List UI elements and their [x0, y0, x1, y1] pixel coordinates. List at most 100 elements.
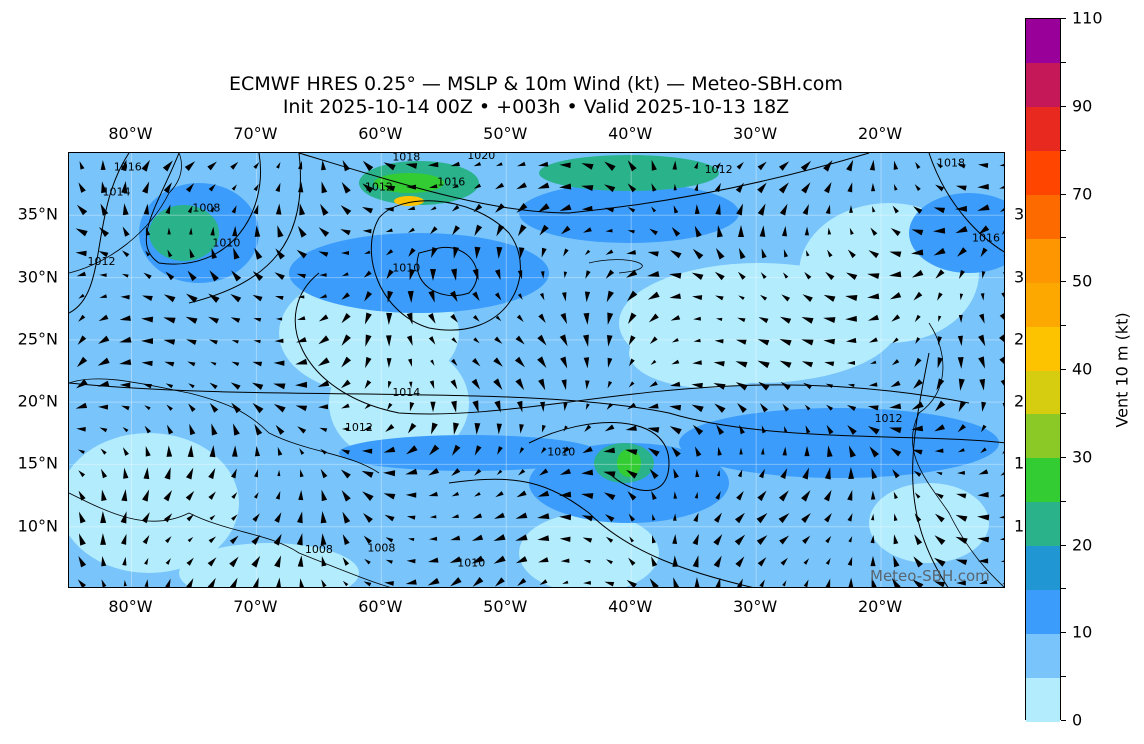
wind-arrow: [187, 270, 197, 282]
wind-arrow: [673, 183, 677, 191]
wind-arrow: [539, 224, 549, 236]
wind-arrow: [783, 249, 789, 258]
wind-arrow: [518, 224, 527, 237]
wind-arrow: [847, 556, 853, 566]
wind-arrow: [893, 160, 899, 170]
lon-tick-label: 60°W: [358, 597, 403, 616]
wind-arrow: [825, 204, 831, 215]
wind-arrow: [537, 356, 547, 368]
wind-arrow: [757, 339, 770, 346]
wind-arrow: [669, 404, 682, 411]
wind-arrow: [848, 577, 854, 587]
wind-arrow: [563, 425, 568, 432]
wind-arrow: [824, 467, 831, 480]
wind-arrow: [691, 382, 703, 389]
wind-arrow: [341, 490, 351, 502]
wind-arrow: [77, 449, 85, 455]
wind-pressure-map[interactable]: 1016 1014 1012 1008 1010 1018 1020 1016 1012 1010…: [68, 152, 1005, 588]
wind-arrow: [714, 271, 725, 281]
wind-arrow: [583, 357, 590, 369]
wind-arrow: [538, 378, 546, 391]
wind-arrow: [870, 227, 878, 236]
wind-arrow: [207, 161, 217, 171]
wind-arrow: [493, 555, 506, 564]
wind-arrow: [559, 334, 568, 347]
wind-arrow: [801, 512, 811, 523]
wind-arrow: [494, 292, 502, 301]
wind-arrow: [537, 203, 550, 213]
wind-arrow: [912, 449, 923, 455]
wind-arrow: [252, 577, 259, 587]
wind-arrow: [802, 467, 810, 480]
wind-arrow: [77, 579, 86, 587]
wind-arrow: [977, 204, 990, 211]
wind-arrow: [715, 162, 721, 169]
wind-arrow: [429, 380, 435, 390]
isobar-labels: 1016 1014 1012 1008 1010 1018 1020 1016 1012 1010…: [87, 153, 1000, 570]
wind-arrow: [253, 492, 259, 499]
wind-arrow: [77, 335, 87, 345]
wind-arrow: [713, 555, 722, 568]
wind-arrow: [582, 537, 593, 543]
wind-arrow: [428, 491, 438, 497]
wind-arrow: [186, 578, 194, 587]
wind-arrow: [936, 472, 943, 476]
wind-arrow: [757, 490, 767, 502]
wind-arrow: [626, 290, 638, 302]
wind-arrow: [144, 425, 151, 434]
wind-arrow: [451, 514, 460, 518]
wind-arrow: [253, 204, 259, 215]
wind-arrow: [474, 491, 481, 497]
wind-arrow: [472, 268, 479, 281]
wind-arrow: [537, 182, 550, 189]
wind-arrow: [804, 271, 812, 280]
wind-arrow: [231, 184, 237, 191]
wind-arrow: [472, 314, 480, 322]
wind-arrow: [605, 559, 613, 565]
wind-arrow: [911, 425, 924, 432]
wind-arrow: [823, 182, 832, 194]
wind-arrow: [474, 224, 483, 237]
wind-arrows: [75, 159, 1005, 587]
wind-arrow: [295, 358, 308, 365]
wind-arrow: [163, 490, 173, 502]
wind-arrow: [889, 251, 902, 258]
wind-arrow: [846, 159, 854, 172]
wind-arrow: [364, 250, 371, 255]
wind-arrow: [144, 579, 149, 587]
wind-arrow: [494, 400, 501, 413]
wind-arrow: [825, 578, 831, 587]
wind-arrow: [757, 203, 766, 216]
wind-arrow: [363, 513, 373, 523]
lon-tick-label: 60°W: [358, 124, 403, 143]
wind-arrow: [123, 467, 129, 479]
wind-arrow: [296, 533, 303, 546]
wind-arrow: [189, 423, 196, 436]
wind-arrow: [516, 400, 523, 413]
wind-arrow: [801, 490, 811, 502]
wind-arrow: [383, 185, 396, 192]
wind-arrow: [145, 250, 151, 257]
wind-arrow: [472, 576, 484, 587]
wind-arrow: [713, 361, 725, 367]
wind-arrow: [959, 269, 965, 280]
wind-arrow: [981, 424, 987, 433]
wind-arrow: [101, 489, 107, 502]
wind-arrow: [823, 160, 833, 172]
wind-arrow: [78, 470, 86, 478]
wind-arrow: [933, 247, 946, 256]
wind-arrow: [450, 161, 460, 167]
isobar-label: 1010: [547, 446, 575, 459]
wind-arrow: [801, 317, 814, 324]
wind-arrow: [802, 203, 809, 215]
wind-arrow: [121, 250, 130, 258]
wind-arrow: [802, 535, 811, 544]
wind-arrow: [1003, 426, 1005, 433]
wind-arrow: [734, 512, 745, 524]
wind-arrow: [778, 490, 789, 502]
wind-arrow: [628, 358, 635, 367]
isobar-label: 1018: [392, 153, 420, 163]
wind-arrow: [299, 469, 304, 478]
wind-arrow: [606, 290, 614, 303]
colorbar-tick: [1061, 720, 1066, 721]
